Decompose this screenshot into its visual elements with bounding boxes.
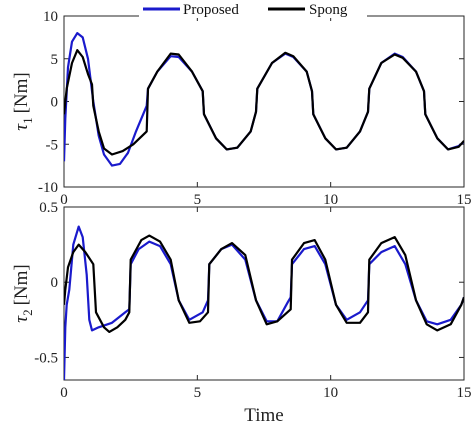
legend-label-proposed: Proposed [183,2,239,18]
xtick-label-bottom: 0 [60,385,68,401]
series-line-spong-top [64,49,464,156]
series-line-proposed-top [64,31,464,167]
xtick-label-top: 5 [194,192,202,208]
legend-box [139,0,367,18]
ylabel-top-unit: [Nm] [11,72,32,113]
xtick-label-top: 10 [323,192,338,208]
ylabel-top-symbol: τ [11,123,32,131]
ytick-label-bottom: -0.5 [34,350,58,366]
series-line-proposed-bottom [64,225,464,380]
ylabel-top: τ1 [Nm] [11,72,35,130]
xlabel: Time [244,405,283,426]
ytick-label-top: -5 [46,137,59,153]
ylabel-bottom-unit: [Nm] [11,264,32,305]
ytick-label-bottom: 0.5 [39,200,58,216]
ytick-label-top: 5 [51,52,59,68]
ylabel-top-sub: 1 [20,117,35,124]
axes-frame-bottom [63,206,465,381]
ytick-label-bottom: 0 [51,275,59,291]
ytick-label-top: 10 [43,9,58,25]
xtick-label-bottom: 15 [457,385,472,401]
xtick-label-top: 0 [60,192,68,208]
xtick-label-bottom: 10 [323,385,338,401]
legend-label-spong: Spong [309,2,348,18]
axes-frame-top [63,15,465,188]
ytick-label-top: -10 [38,180,58,196]
ytick-label-top: 0 [51,95,59,111]
subplot-tau2: 0.5 0 -0.5 0 5 10 15 τ2 [Nm] [11,200,472,401]
series-group-top [64,31,464,167]
series-line-spong-bottom [64,234,464,333]
legend: Proposed Spong [139,0,367,18]
xtick-label-bottom: 5 [194,385,202,401]
ylabel-bottom: τ2 [Nm] [11,264,35,322]
ylabel-bottom-symbol: τ [11,315,32,323]
tick-group-bottom: 0.5 0 -0.5 0 5 10 15 [34,200,471,401]
ylabel-bottom-sub: 2 [20,309,35,316]
series-group-bottom [64,225,464,380]
xtick-label-top: 15 [457,192,472,208]
